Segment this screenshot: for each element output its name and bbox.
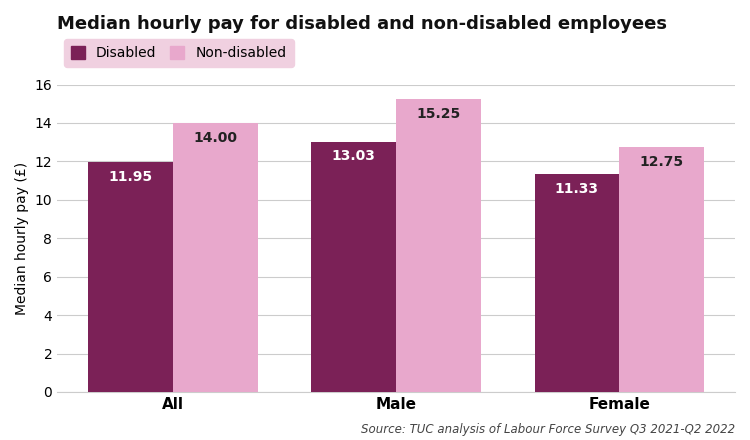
Y-axis label: Median hourly pay (£): Median hourly pay (£) — [15, 161, 29, 315]
Bar — [535, 174, 620, 392]
Text: 14.00: 14.00 — [194, 131, 237, 145]
Text: 13.03: 13.03 — [332, 149, 376, 163]
Text: Median hourly pay for disabled and non-disabled employees: Median hourly pay for disabled and non-d… — [57, 15, 668, 33]
Bar — [311, 142, 396, 392]
Bar — [620, 147, 704, 392]
Text: 11.33: 11.33 — [555, 182, 599, 196]
Text: 11.95: 11.95 — [108, 170, 152, 184]
Legend: Disabled, Non-disabled: Disabled, Non-disabled — [64, 39, 293, 67]
Bar — [396, 99, 481, 392]
Text: Source: TUC analysis of Labour Force Survey Q3 2021-Q2 2022: Source: TUC analysis of Labour Force Sur… — [361, 422, 735, 436]
Text: 15.25: 15.25 — [416, 106, 460, 121]
Bar — [88, 162, 172, 392]
Text: 12.75: 12.75 — [640, 155, 684, 169]
Bar — [172, 123, 258, 392]
